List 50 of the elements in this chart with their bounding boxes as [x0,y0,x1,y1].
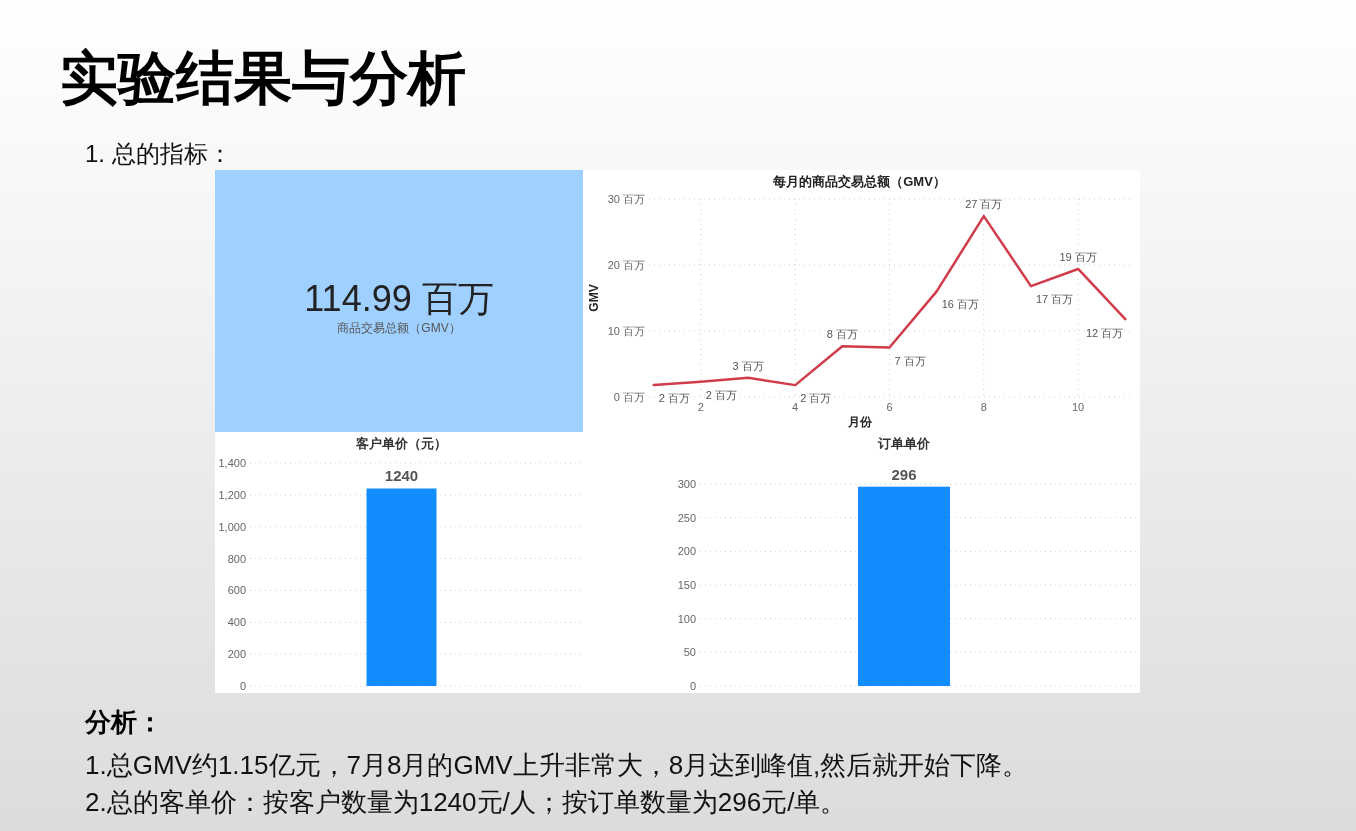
text: 分析： [84,707,163,737]
x-axis-title: 月份 [846,415,873,429]
data-label: 296 [891,465,917,483]
y-tick-label: 150 [677,579,696,591]
y-tick-label: 200 [227,648,246,661]
y-tick-label: 0 [239,680,246,692]
data-label: 3 百万 [732,359,764,372]
x-tick-label: 8 [980,401,987,413]
x-tick-label: 2 [697,401,704,413]
x-tick-label: 4 [792,401,799,413]
y-tick-label: 100 [677,612,696,625]
x-tick-label: 6 [886,401,893,413]
y-tick-label: 0 [689,680,696,692]
y-axis-title: GMV [587,284,601,312]
data-label: 2 百万 [800,392,832,405]
chart-title: 订单单价 [877,436,931,451]
y-tick-label: 600 [227,584,246,597]
y-tick-label: 400 [227,616,246,629]
y-tick-label: 800 [227,552,246,565]
y-tick-label: 250 [677,511,696,524]
data-label: 2 百万 [658,392,690,405]
text: 商品交易总额（GMV） [337,321,461,335]
text: 1.总GMV约1.15亿元，7月8月的GMV上升非常大，8月达到峰值,然后就开始下降。 [85,750,1029,780]
y-tick-label: 1,400 [218,457,246,469]
data-label: 27 百万 [965,198,1003,211]
y-tick-label: 20 百万 [607,259,645,271]
y-tick-label: 300 [677,478,696,490]
y-tick-label: 1,200 [218,488,246,501]
data-label: 7 百万 [894,354,926,367]
x-tick-label: 10 [1072,401,1085,413]
text: 1. 总的指标： [85,140,232,167]
data-label: 2 百万 [705,388,738,401]
y-tick-label: 30 百万 [607,193,645,205]
data-label: 19 百万 [1059,250,1097,263]
y-tick-label: 200 [677,545,696,558]
text: 2.总的客单价：按客户数量为1240元/人；按订单数量为296元/单。 [85,787,847,817]
data-label: 8 百万 [826,328,858,341]
y-tick-label: 1,000 [218,520,246,533]
text: 实验结果与分析 [60,45,466,110]
chart-title: 每月的商品交易总额（GMV） [772,174,946,189]
chart-title: 客户单价（元） [355,436,447,451]
y-tick-label: 50 [683,646,696,659]
data-label: 1240 [384,467,419,485]
data-label: 12 百万 [1085,327,1124,340]
line-series [652,214,1127,387]
y-tick-label: 0 百万 [613,391,645,403]
data-label: 16 百万 [941,298,979,311]
y-tick-label: 10 百万 [607,325,645,337]
text: 114.99 百万 [304,278,494,319]
data-label: 17 百万 [1035,293,1074,306]
